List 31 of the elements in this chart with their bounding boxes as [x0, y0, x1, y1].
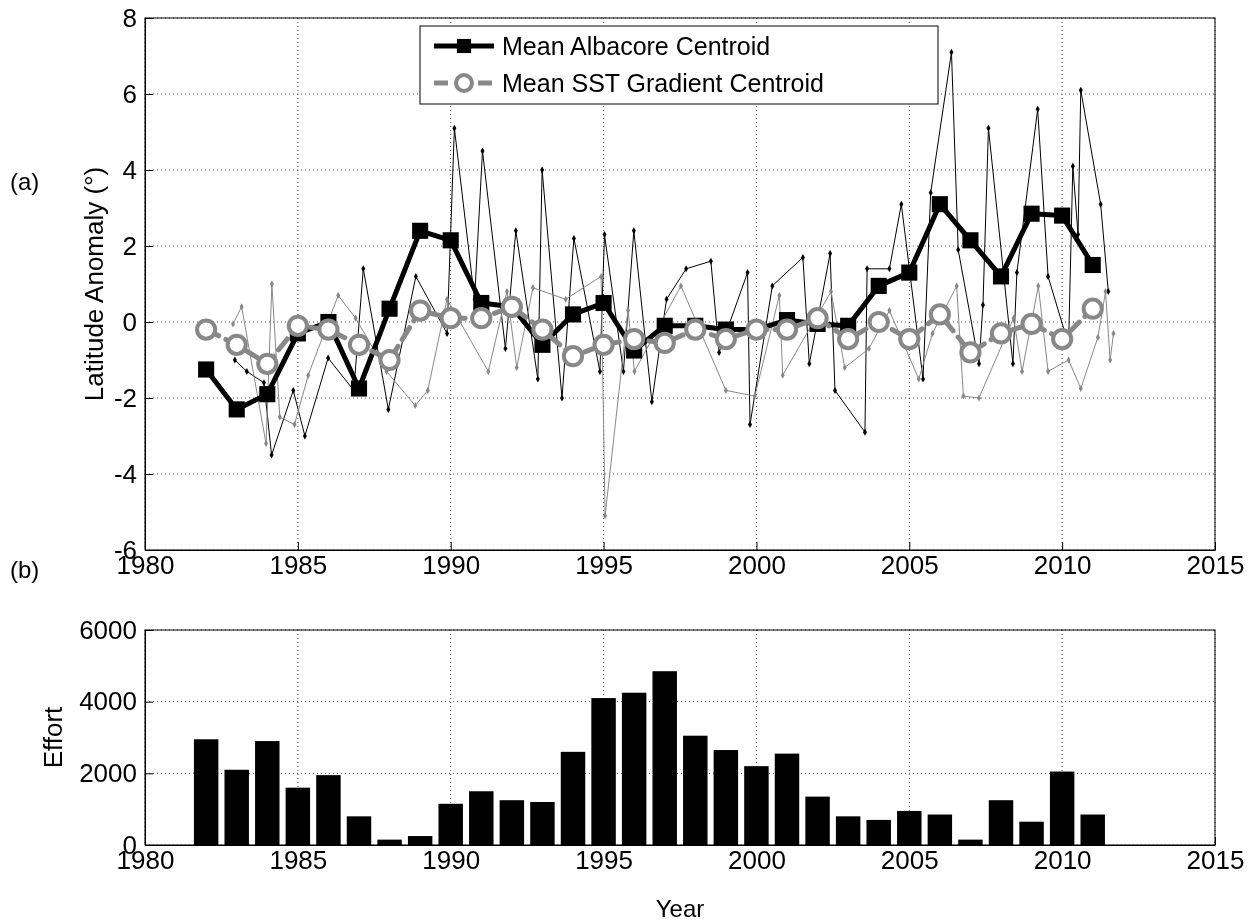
x-tick-label: 2015 [1186, 845, 1245, 876]
x-tick-label: 1985 [269, 845, 328, 876]
x-tick-label: 2010 [1033, 845, 1092, 876]
y-tick-label: 6000 [79, 614, 137, 645]
x-tick-label: 1995 [575, 845, 633, 876]
x-tick-label: 1990 [422, 845, 481, 876]
x-tick-label: 2000 [728, 845, 786, 876]
y-tick-label: -4 [113, 458, 137, 489]
y-tick-label: 4000 [79, 686, 137, 717]
x-tick-label: 1985 [269, 550, 328, 581]
x-tick-label: 2005 [880, 550, 939, 581]
x-tick-label: 2005 [880, 845, 939, 876]
x-tick-label: 2000 [728, 550, 786, 581]
legend-label: Mean SST Gradient Centroid [502, 69, 824, 97]
legend-label: Mean Albacore Centroid [502, 32, 771, 60]
y-tick-label: 2000 [79, 758, 137, 789]
x-tick-label: 1990 [422, 550, 481, 581]
y-tick-label: 8 [122, 2, 137, 33]
y-axis-title: Effort [38, 705, 68, 769]
y-axis-title: Latitude Anomaly (°) [79, 166, 109, 402]
y-tick-label: -2 [113, 382, 137, 413]
x-axis-title: Year [655, 895, 705, 922]
y-tick-label: 2 [122, 230, 137, 261]
text: (a) [10, 168, 40, 195]
x-tick-label: 1995 [575, 550, 633, 581]
y-tick-label: 6 [122, 78, 137, 109]
x-tick-label: 2010 [1033, 550, 1092, 581]
text: (b) [10, 556, 40, 583]
y-tick-label: 4 [122, 154, 137, 185]
x-tick-label: 2015 [1186, 550, 1245, 581]
y-tick-label: 0 [122, 306, 137, 337]
